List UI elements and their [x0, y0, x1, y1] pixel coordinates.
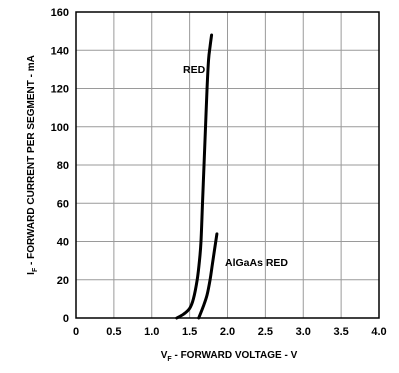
series-labels: RED AlGaAs RED: [183, 64, 288, 269]
y-axis-title: IF - FORWARD CURRENT PER SEGMENT - mA: [26, 55, 39, 275]
y-tick-label: 140: [51, 45, 69, 57]
x-tick-label: 3.5: [333, 326, 348, 338]
y-tick-label: 20: [57, 275, 69, 287]
series-line-red: [175, 33, 214, 320]
y-tick-label: 60: [57, 198, 69, 210]
x-tick-label: 2.0: [220, 326, 235, 338]
x-tick-label: 2.5: [258, 326, 273, 338]
x-axis-title: VF - FORWARD VOLTAGE - V: [161, 350, 298, 363]
y-tick-label: 160: [51, 7, 69, 19]
curves: [175, 33, 219, 320]
x-tick-label: 4.0: [371, 326, 386, 338]
y-tick-label: 120: [51, 84, 69, 96]
y-tick-label: 100: [51, 122, 69, 134]
x-tick-label: 1.5: [182, 326, 197, 338]
x-tick-label: 0: [73, 326, 79, 338]
y-tick-label: 0: [63, 313, 69, 325]
plot-frame: [75, 11, 380, 319]
y-tick-label: 80: [57, 160, 69, 172]
x-tick-label: 1.0: [144, 326, 159, 338]
series-label: RED: [183, 64, 206, 76]
y-tick-label: 40: [57, 237, 69, 249]
tick-labels: 0 0.5 1.0 1.5 2.0 2.5 3.0 3.5 4.0 0 20 40 60 80 100 120…: [51, 7, 387, 338]
x-tick-label: 0.5: [106, 326, 121, 338]
grid: [76, 12, 379, 318]
series-line-algaas-red: [197, 232, 219, 320]
series-label: AlGaAs RED: [225, 257, 288, 269]
x-tick-label: 3.0: [296, 326, 311, 338]
